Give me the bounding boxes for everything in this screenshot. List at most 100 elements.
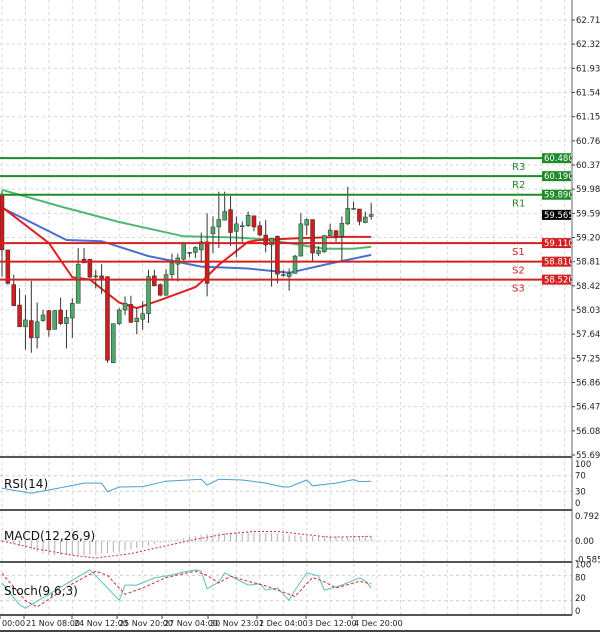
x-tick-label: 30 Nov 23:01 (210, 619, 264, 628)
candle-body-up (339, 222, 345, 237)
candle (240, 221, 245, 242)
candle (181, 241, 186, 261)
candle (34, 302, 40, 349)
candle (292, 254, 298, 274)
candle (116, 308, 122, 325)
candle (263, 220, 268, 253)
candle-body-down (17, 304, 22, 327)
level-price-box (542, 153, 571, 164)
candle-body-up (316, 250, 321, 254)
candle (175, 253, 181, 282)
candle (281, 269, 286, 277)
x-tick-label: 4 Dec 20:00 (354, 619, 403, 628)
candle (198, 232, 204, 263)
candle-body-up (34, 321, 40, 339)
candle (46, 310, 52, 337)
candle-body-down (128, 304, 134, 323)
candle-body-down (357, 208, 362, 222)
level-name-s3: S3 (512, 284, 525, 295)
candle-body-down (46, 310, 52, 331)
candle (64, 310, 69, 349)
level-price-box (542, 189, 571, 200)
candle-body-up (187, 252, 192, 254)
candle-body-down (58, 309, 63, 324)
candle (29, 280, 34, 353)
candle-body-down (152, 275, 157, 287)
candle (298, 213, 304, 257)
candle-body-up (363, 216, 368, 223)
macd-signal-line (1, 531, 372, 559)
candle-body-up (245, 214, 251, 226)
stoch-signal-line (1, 570, 372, 608)
candle-body-down (29, 320, 34, 339)
candle (23, 295, 28, 350)
candle (52, 310, 57, 330)
y-tick-label: 62.320 (576, 40, 600, 50)
level-price-label: 58.810 (544, 258, 574, 268)
candle-body-down (105, 276, 110, 361)
candle (204, 213, 210, 297)
level-name-r2: R2 (512, 180, 525, 191)
level-price-label: 58.520 (544, 276, 574, 286)
candle-body-down (257, 225, 263, 236)
candle-body-up (327, 229, 333, 236)
candle-body-up (52, 310, 57, 330)
candle (105, 276, 110, 363)
rsi-tick-label: 30 (575, 487, 586, 497)
stoch-tick-label: 80 (575, 573, 586, 583)
candle-body-down (263, 234, 268, 246)
candle-body-down (228, 209, 233, 233)
candle (222, 191, 227, 221)
x-tick-label: 24 Nov 12:00 (74, 619, 128, 628)
candle-body-down (310, 219, 315, 254)
rsi-tick-label: 100 (575, 460, 591, 470)
level-price-box (542, 274, 571, 285)
candle-body-up (75, 263, 81, 304)
level-name-s1: S1 (512, 247, 525, 258)
y-tick-label: 59.200 (576, 234, 600, 244)
candle (122, 296, 128, 315)
candle-body-up (93, 275, 99, 278)
candle (304, 218, 309, 236)
y-tick-label: 59.980 (576, 185, 600, 195)
candle-body-down (275, 236, 280, 275)
candle (111, 323, 116, 364)
candle (17, 288, 22, 327)
candle-body-up (23, 319, 28, 327)
candle-body-up (193, 247, 198, 253)
moving-average-line (1, 206, 372, 274)
candle-body-up (216, 219, 222, 228)
candle (140, 301, 145, 330)
candle (245, 211, 251, 227)
candle-body-down (157, 284, 163, 296)
candle-body-up (292, 255, 298, 274)
y-tick-label: 56.860 (576, 379, 600, 389)
candle (327, 223, 333, 237)
candle (187, 251, 192, 258)
level-name-s2: S2 (512, 266, 525, 277)
candle (0, 191, 5, 277)
stoch-tick-label: 100 (575, 561, 591, 571)
candle-body-up (281, 274, 286, 276)
candle (70, 298, 75, 338)
candle (357, 208, 362, 226)
level-price-box (542, 238, 571, 249)
candle-body-down (11, 284, 16, 306)
candle (58, 297, 63, 325)
candle-body-up (240, 225, 245, 227)
level-name-r3: R3 (512, 162, 525, 173)
level-name-r1: R1 (512, 199, 525, 210)
level-price-label: 60.190 (544, 172, 574, 182)
level-price-label: 59.110 (544, 239, 574, 249)
candle-body-up (116, 309, 122, 324)
y-tick-label: 57.640 (576, 330, 600, 340)
candle-body-down (99, 275, 104, 279)
candle (363, 211, 368, 224)
x-tick-label: 25 Nov 20:00 (119, 619, 173, 628)
level-price-label: 59.890 (544, 191, 574, 201)
x-tick-label: 21 Nov 08:00 (26, 619, 80, 628)
candle (193, 246, 198, 258)
candle-body-up (70, 302, 75, 319)
x-tick-label: 2 Dec 04:00 (259, 619, 308, 628)
